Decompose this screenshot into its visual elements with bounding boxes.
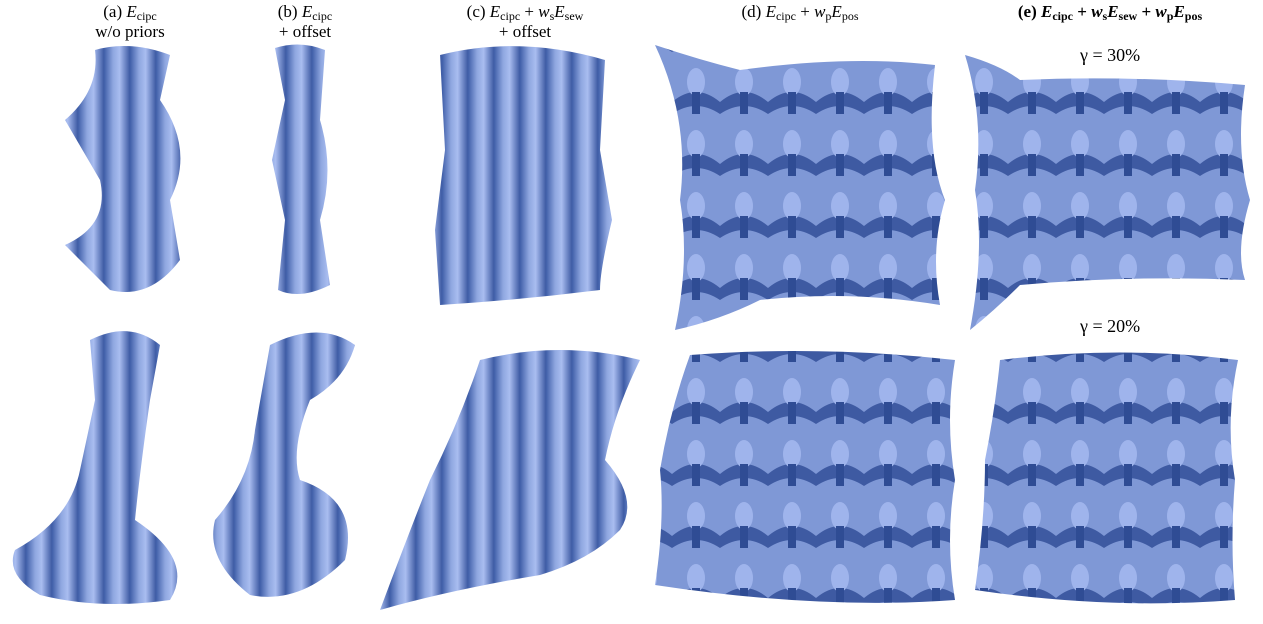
caption-token: E <box>554 2 564 21</box>
caption-token: w <box>1091 2 1102 21</box>
caption-token: + <box>1077 2 1087 21</box>
cloth-e-top <box>965 55 1250 330</box>
caption-token: w <box>1155 2 1166 21</box>
caption-token: E <box>302 2 312 21</box>
caption-d: (d) Ecipc + wpEpos <box>700 2 900 22</box>
caption-token: + offset <box>499 22 551 41</box>
caption-token: sew <box>565 9 584 23</box>
caption-token: cipc <box>500 9 520 23</box>
caption-token: pos <box>842 9 859 23</box>
cloth-b-top <box>272 44 330 294</box>
caption-token: E <box>490 2 500 21</box>
caption-a: (a) Ecipc w/o priors <box>75 2 185 42</box>
caption-token: w <box>538 2 549 21</box>
cloth-b-bottom <box>213 333 355 597</box>
caption-token: (a) <box>103 2 122 21</box>
caption-token: w/o priors <box>95 22 164 41</box>
cloth-d-bottom <box>655 351 955 603</box>
caption-token: (c) <box>467 2 486 21</box>
cloth-c-top <box>435 46 612 305</box>
caption-e: (e) Ecipc + wsEsew + wpEpos <box>975 2 1245 22</box>
gamma-label: γ = 30% <box>1080 45 1140 66</box>
caption-token: + <box>800 2 810 21</box>
caption-token: sew <box>1119 9 1138 23</box>
cloth-c-bottom <box>380 350 640 610</box>
caption-token: cipc <box>1052 9 1073 23</box>
renders <box>0 0 1263 624</box>
caption-token: + offset <box>279 22 331 41</box>
caption-token: E <box>1173 2 1184 21</box>
caption-token: (d) <box>742 2 762 21</box>
caption-b: (b) Ecipc + offset <box>250 2 360 42</box>
caption-token: + <box>1141 2 1151 21</box>
cloth-a-top <box>65 46 180 292</box>
cloth-a-bottom <box>13 331 178 604</box>
gamma-label: γ = 20% <box>1080 316 1140 337</box>
caption-token: E <box>1107 2 1118 21</box>
caption-token: pos <box>1185 9 1202 23</box>
caption-token: E <box>766 2 776 21</box>
figure: (a) Ecipc w/o priors (b) Ecipc + offset … <box>0 0 1263 624</box>
caption-token: E <box>1041 2 1052 21</box>
caption-token: cipc <box>776 9 796 23</box>
caption-token: E <box>831 2 841 21</box>
cloth-d-top <box>655 45 945 330</box>
caption-token: E <box>126 2 136 21</box>
caption-token: + <box>524 2 534 21</box>
caption-c: (c) Ecipc + wsEsew + offset <box>430 2 620 42</box>
caption-token: cipc <box>312 9 332 23</box>
caption-token: (e) <box>1018 2 1037 21</box>
caption-token: (b) <box>278 2 298 21</box>
caption-token: cipc <box>137 9 157 23</box>
caption-token: w <box>814 2 825 21</box>
cloth-e-bottom <box>975 353 1238 604</box>
